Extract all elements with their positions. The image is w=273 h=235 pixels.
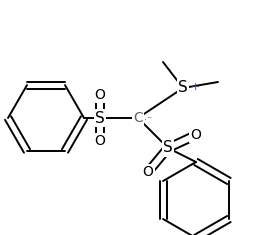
Text: ·⁻: ·⁻ — [144, 115, 152, 125]
Text: S: S — [163, 141, 173, 156]
Text: O: O — [191, 128, 201, 142]
Text: S: S — [95, 110, 105, 125]
Text: O: O — [94, 88, 105, 102]
Text: O: O — [143, 165, 153, 179]
Text: +: + — [191, 82, 200, 92]
Text: S: S — [178, 81, 188, 95]
Text: C: C — [133, 111, 143, 125]
Text: O: O — [94, 134, 105, 148]
